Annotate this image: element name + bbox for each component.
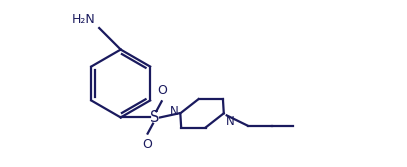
- Text: O: O: [142, 138, 152, 151]
- Text: O: O: [157, 84, 167, 97]
- Text: N: N: [226, 115, 234, 128]
- Text: S: S: [150, 110, 159, 125]
- Text: N: N: [169, 105, 178, 118]
- Text: H₂N: H₂N: [72, 13, 96, 26]
